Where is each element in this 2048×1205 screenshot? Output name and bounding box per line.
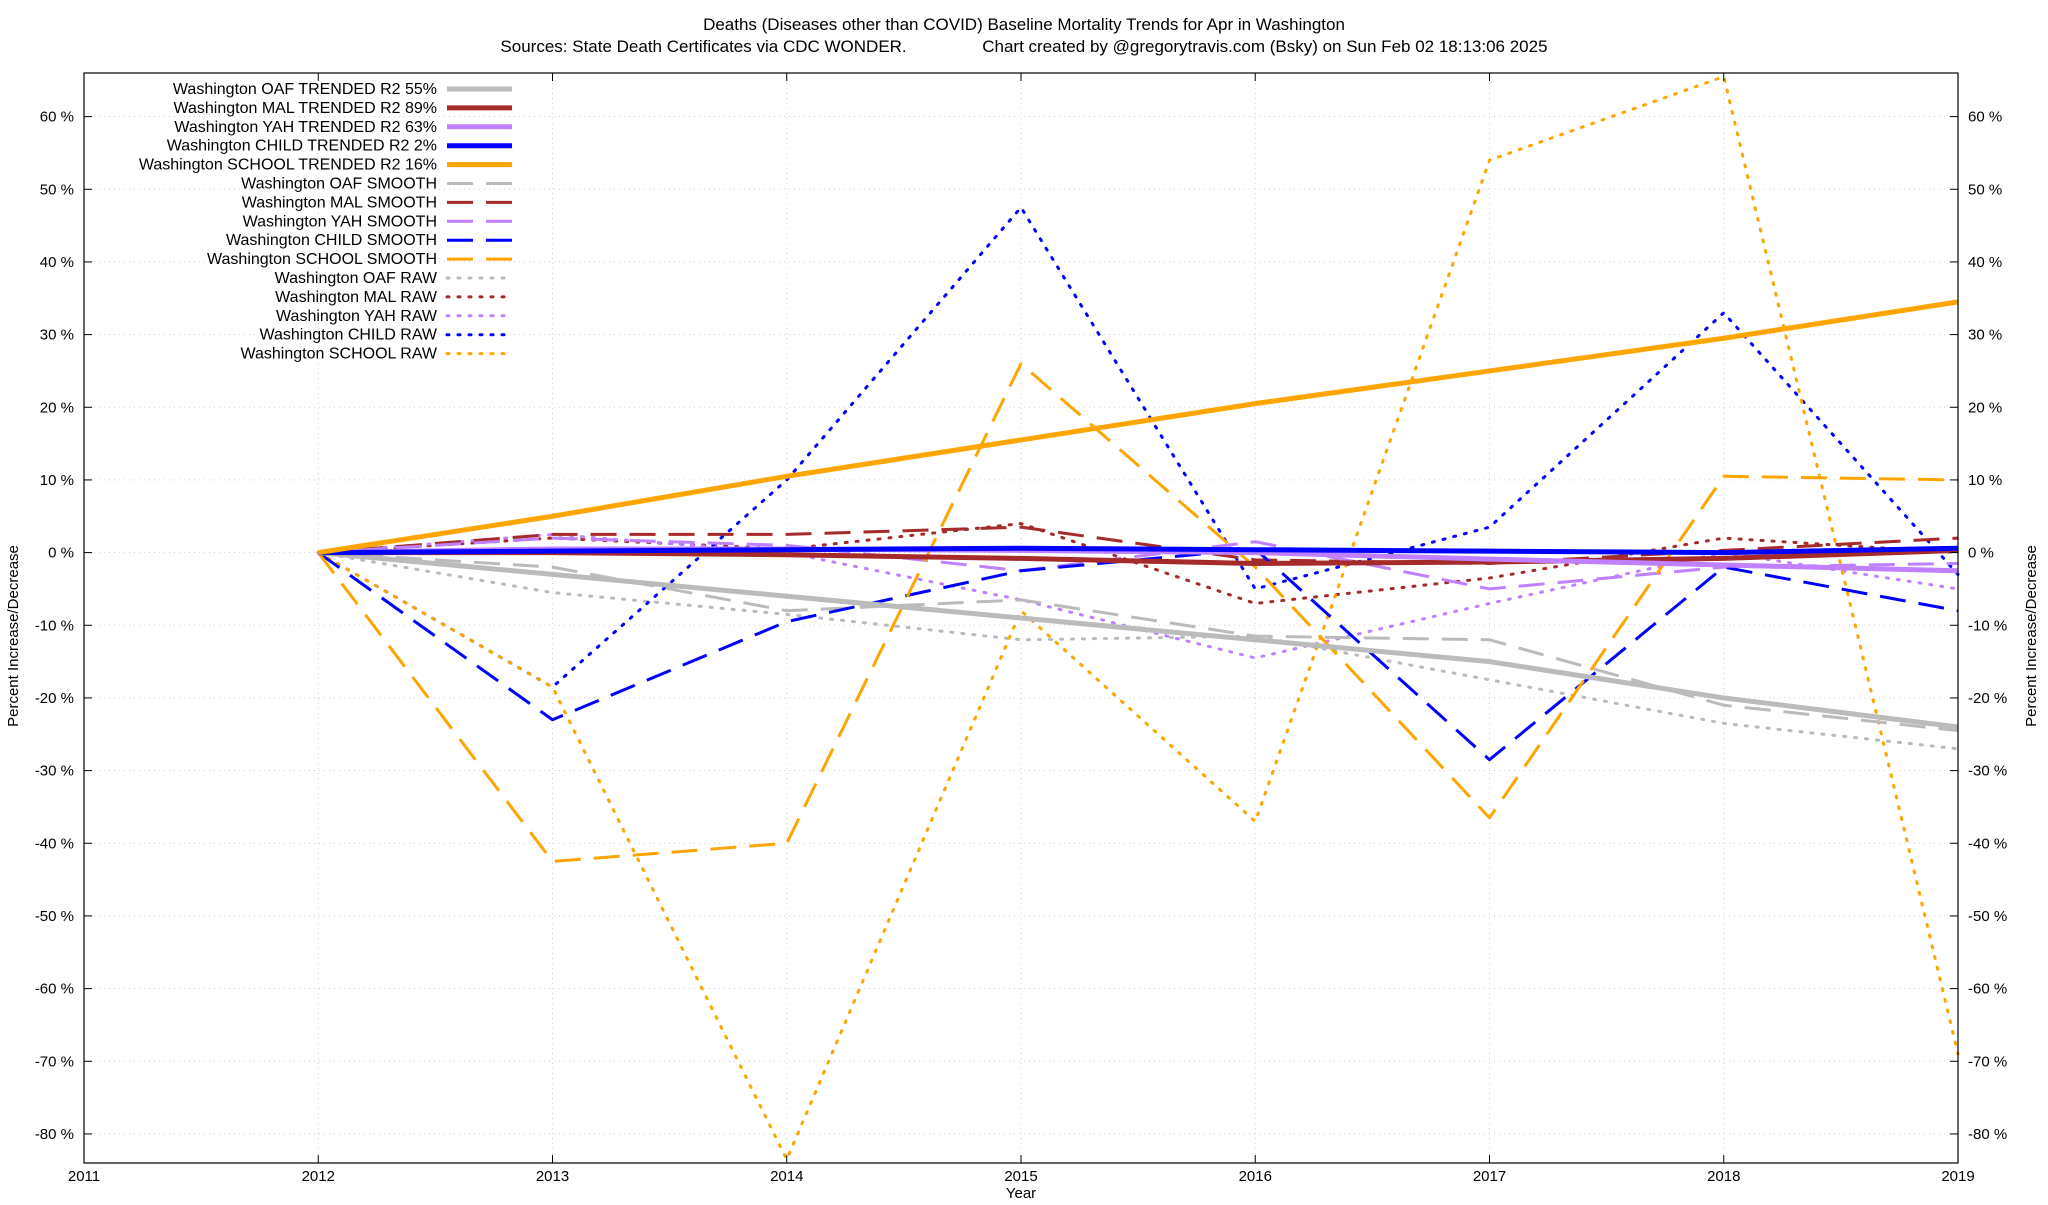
y-tick-label-right: 60 % [1968, 109, 2002, 126]
legend-label: Washington CHILD SMOOTH [226, 232, 437, 249]
legend-label: Washington MAL RAW [275, 289, 438, 306]
x-tick-label: 2015 [1004, 1168, 1037, 1185]
legend-label: Washington YAH TRENDED R2 63% [174, 119, 437, 136]
y-tick-label: -60 % [35, 981, 74, 998]
y-tick-label: 10 % [40, 472, 74, 489]
y-tick-label: -80 % [35, 1126, 74, 1143]
x-axis-label: Year [1006, 1185, 1036, 1200]
y-tick-label-right: -10 % [1968, 617, 2007, 634]
series-line-8 [317, 547, 1959, 762]
x-tick-label: 2011 [68, 1168, 100, 1185]
y-tick-label-right: -30 % [1968, 763, 2007, 780]
series-line-10 [316, 551, 1960, 751]
legend: Washington OAF TRENDED R2 55% Washington … [139, 81, 514, 363]
chart-subtitle: Sources: State Death Certificates via CD… [500, 37, 1547, 56]
legend-label: Washington MAL SMOOTH [242, 194, 437, 211]
legend-label: Washington SCHOOL SMOOTH [207, 251, 437, 268]
y-tick-label: 20 % [40, 399, 74, 416]
y-tick-label-right: 10 % [1968, 472, 2002, 489]
y-tick-label: 60 % [40, 109, 74, 126]
x-tick-label: 2017 [1473, 1168, 1506, 1185]
y-tick-label: 0 % [48, 545, 74, 562]
y-tick-label: -10 % [35, 617, 74, 634]
y-tick-label-right: 50 % [1968, 181, 2002, 198]
legend-label: Washington MAL TRENDED R2 89% [173, 100, 437, 117]
plot-series [316, 75, 1960, 1161]
axis-ticks: 60 % 60 % 50 % 50 % 40 % 40 % 30 % 30 % 20 % 20 %… [35, 73, 2007, 1185]
legend-label: Washington OAF SMOOTH [241, 176, 437, 193]
legend-label: Washington YAH SMOOTH [243, 213, 437, 230]
series-line-4 [317, 299, 1959, 556]
x-tick-label: 2018 [1707, 1168, 1740, 1185]
y-axis-label-right: Percent Increase/Decrease [2023, 545, 2040, 727]
legend-label: Washington OAF TRENDED R2 55% [173, 81, 437, 98]
chart-title: Deaths (Diseases other than COVID) Basel… [703, 15, 1345, 34]
y-tick-label-right: -60 % [1968, 981, 2007, 998]
y-tick-label-right: -40 % [1968, 835, 2007, 852]
y-tick-label-right: 20 % [1968, 399, 2002, 416]
y-tick-label-right: -80 % [1968, 1126, 2007, 1143]
y-tick-label-right: -20 % [1968, 690, 2007, 707]
x-tick-label: 2019 [1941, 1168, 1974, 1185]
y-tick-label: -30 % [35, 763, 74, 780]
x-tick-label: 2013 [536, 1168, 569, 1185]
series-line-7 [318, 536, 1959, 591]
y-axis-label: Percent Increase/Decrease [5, 545, 22, 727]
series-line-3 [318, 545, 1959, 556]
series-line-0 [318, 550, 1959, 730]
legend-label: Washington CHILD RAW [259, 327, 437, 344]
legend-label: Washington OAF RAW [275, 270, 438, 287]
x-tick-label: 2012 [302, 1168, 335, 1185]
y-tick-label: -40 % [35, 835, 74, 852]
y-tick-label-right: -50 % [1968, 908, 2007, 925]
y-tick-label-right: 30 % [1968, 327, 2002, 344]
y-tick-label-right: 40 % [1968, 254, 2002, 271]
legend-label: Washington SCHOOL TRENDED R2 16% [139, 157, 437, 174]
series-line-9 [317, 362, 1959, 863]
y-tick-label: -50 % [35, 908, 74, 925]
legend-label: Washington YAH RAW [276, 308, 438, 325]
y-tick-label: -70 % [35, 1053, 74, 1070]
series-line-5 [318, 551, 1959, 733]
series-line-12 [316, 532, 1960, 660]
x-tick-label: 2016 [1239, 1168, 1272, 1185]
y-tick-label-right: -70 % [1968, 1053, 2007, 1070]
y-tick-label: 50 % [40, 181, 74, 198]
legend-label: Washington CHILD TRENDED R2 2% [167, 138, 437, 155]
legend-label: Washington SCHOOL RAW [241, 346, 438, 363]
y-tick-label: 40 % [40, 254, 74, 271]
series-line-14 [316, 75, 1960, 1161]
x-tick-label: 2014 [770, 1168, 803, 1185]
y-tick-label-right: 0 % [1968, 545, 1994, 562]
series-line-13 [316, 205, 1960, 689]
y-tick-label: -20 % [35, 690, 74, 707]
y-tick-label: 30 % [40, 327, 74, 344]
